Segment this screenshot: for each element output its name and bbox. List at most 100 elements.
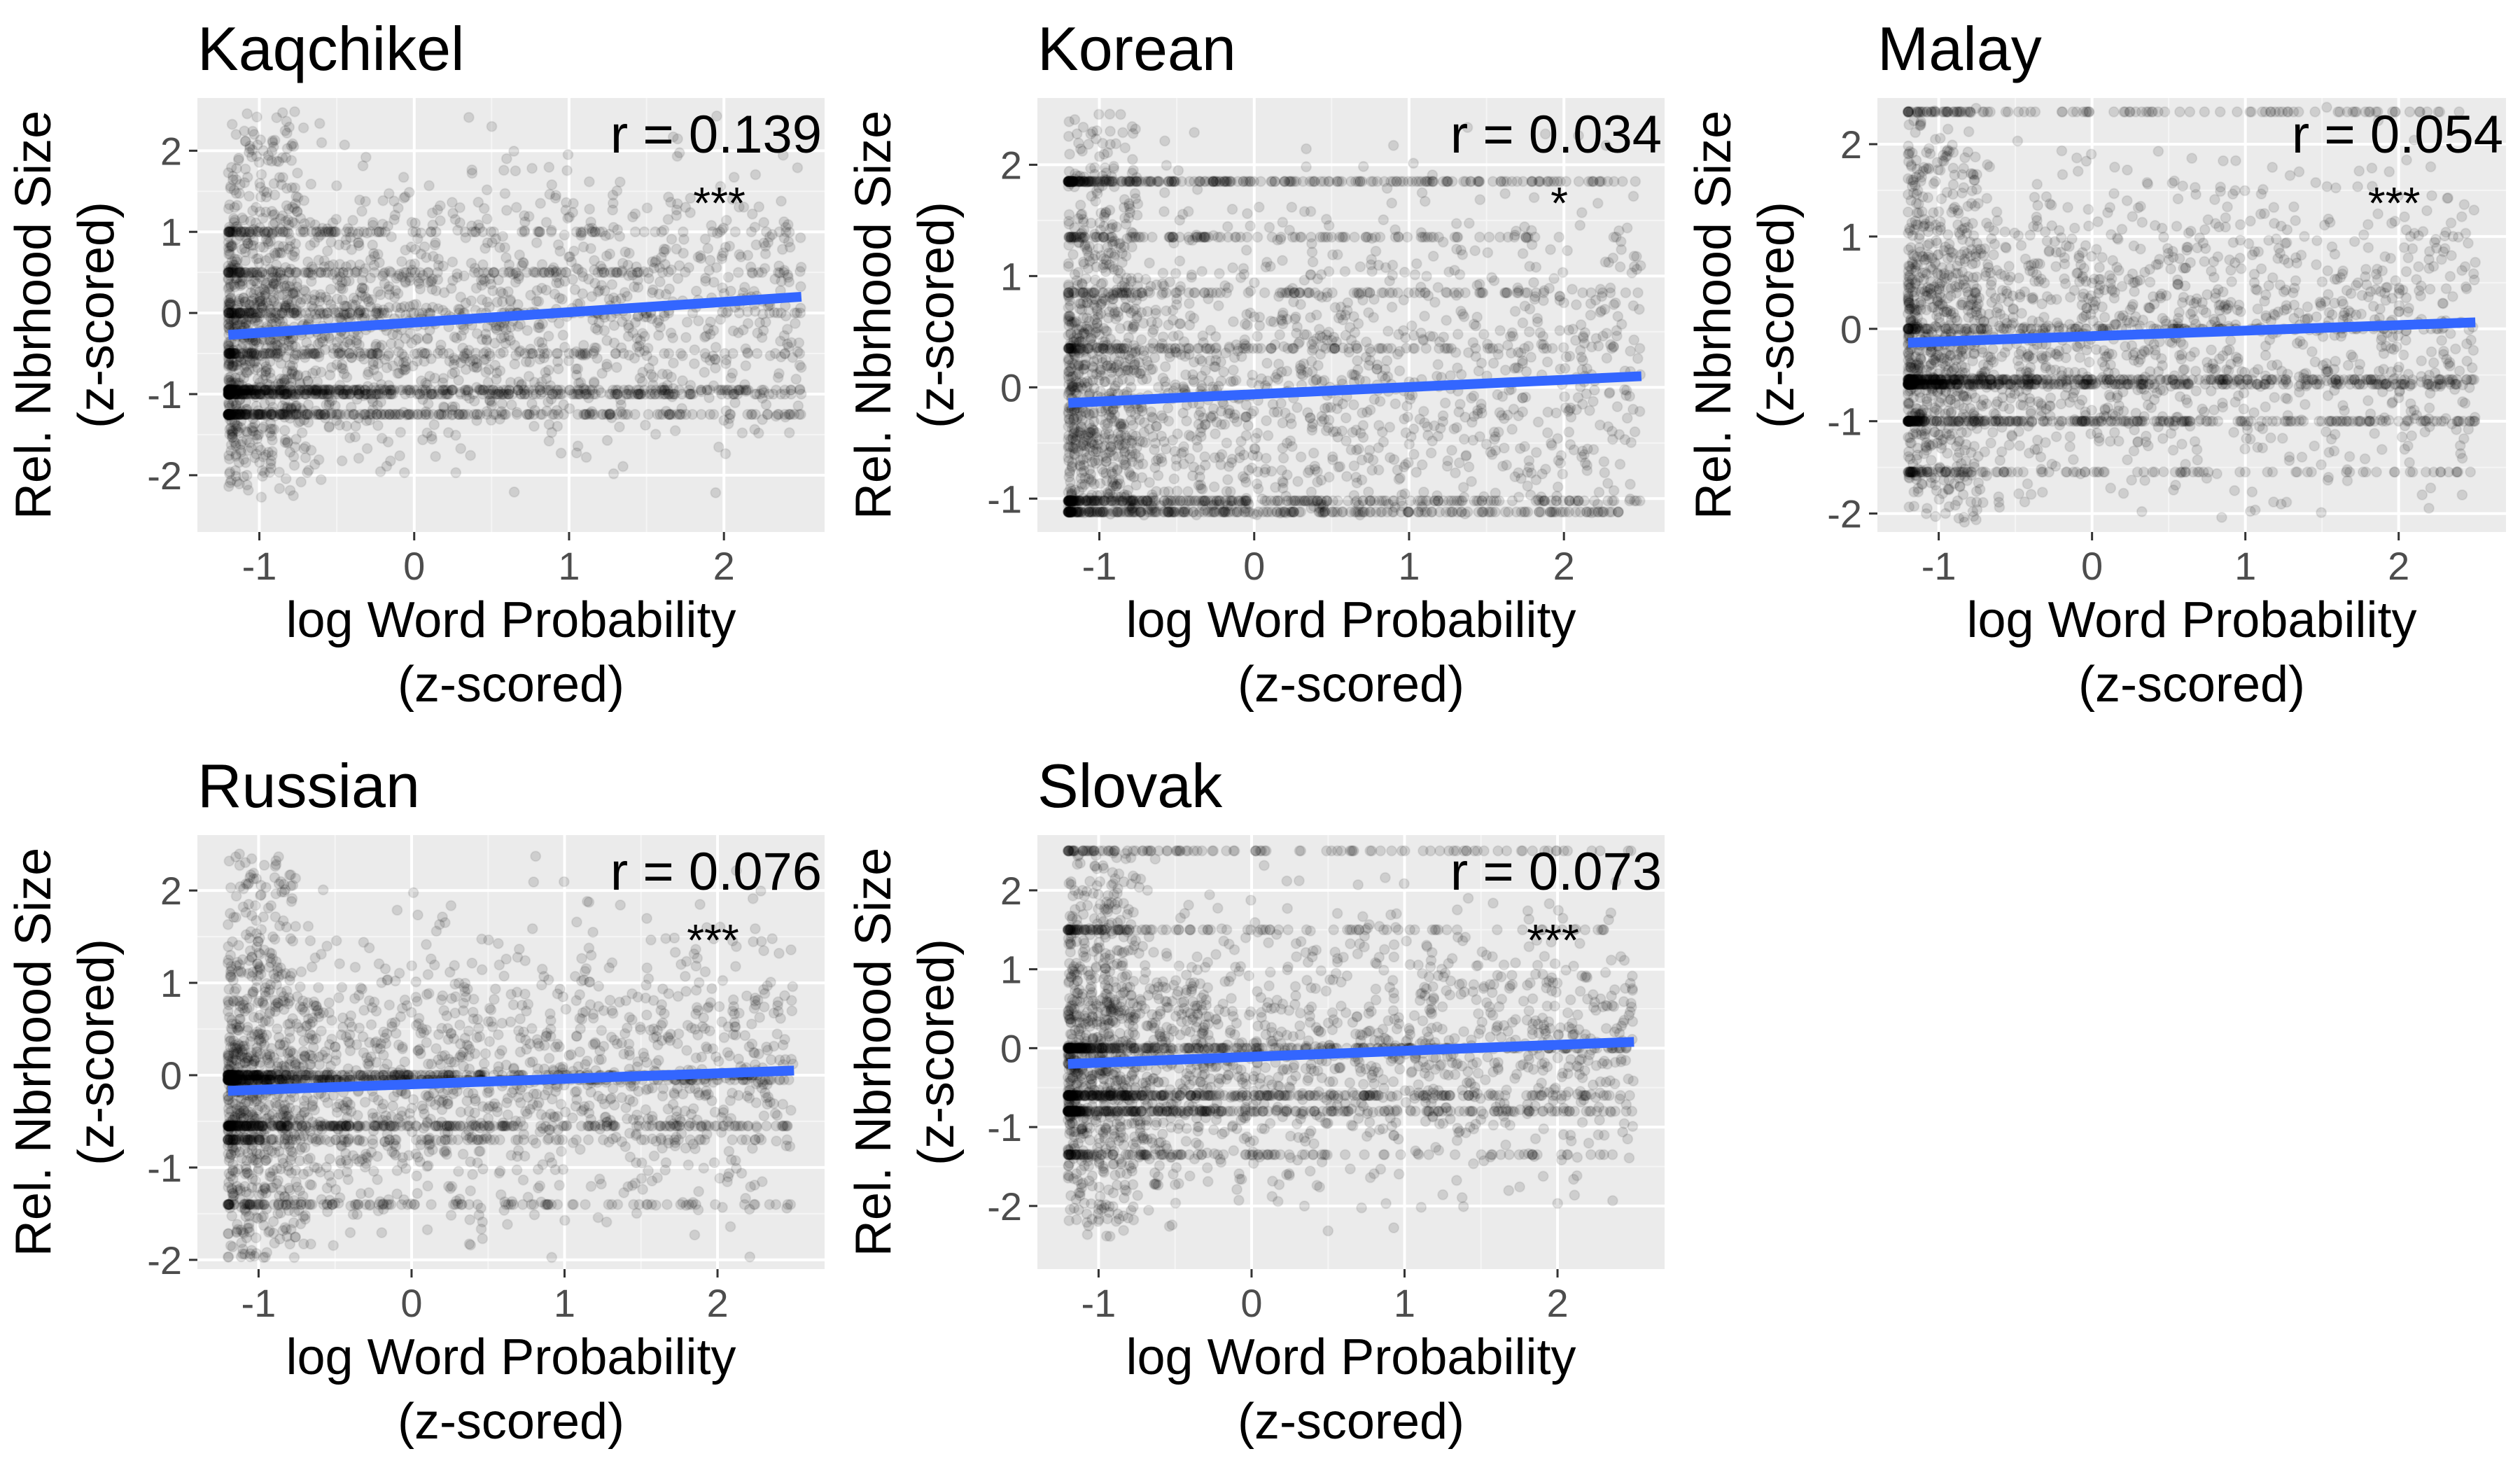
chart-0-point bbox=[760, 240, 771, 252]
chart-0-point bbox=[455, 357, 466, 369]
chart-0-point bbox=[233, 295, 245, 307]
chart-0-point bbox=[526, 398, 538, 410]
chart-1-point bbox=[1586, 341, 1597, 353]
chart-0-point bbox=[699, 366, 710, 378]
chart-0-point bbox=[505, 335, 517, 346]
chart-1-point bbox=[1340, 435, 1352, 447]
chart-0-point bbox=[779, 384, 791, 396]
chart-1-point bbox=[1441, 314, 1452, 326]
chart-0-point bbox=[715, 181, 727, 192]
chart-0-point bbox=[720, 358, 732, 370]
chart-0-point bbox=[410, 334, 422, 346]
chart-0-point bbox=[593, 316, 605, 328]
chart-0-point bbox=[494, 348, 506, 359]
chart-0-point bbox=[251, 297, 263, 309]
chart-0-point bbox=[524, 409, 536, 420]
chart-0-point bbox=[770, 384, 782, 396]
chart-0-point bbox=[641, 202, 653, 214]
chart-1-point bbox=[1492, 388, 1504, 400]
chart-0-point bbox=[224, 345, 236, 357]
chart-1-point bbox=[1172, 164, 1184, 176]
chart-0-point bbox=[423, 307, 435, 319]
chart-1-point bbox=[1064, 300, 1076, 312]
chart-1-point bbox=[1277, 417, 1289, 429]
chart-0-point bbox=[280, 262, 292, 274]
chart-0-point bbox=[245, 239, 257, 251]
chart-1-point bbox=[1310, 309, 1322, 321]
chart-0-point bbox=[764, 307, 776, 319]
chart-0-point bbox=[227, 259, 239, 271]
chart-0-point bbox=[545, 226, 557, 238]
chart-0-point bbox=[717, 282, 729, 294]
chart-1-point bbox=[1523, 326, 1535, 337]
chart-1-point bbox=[1557, 267, 1569, 279]
chart-0-point bbox=[276, 210, 288, 222]
chart-0-point bbox=[255, 382, 267, 393]
chart-1-point bbox=[1301, 161, 1312, 173]
chart-0-point bbox=[289, 341, 301, 353]
chart-0-point bbox=[288, 202, 300, 214]
chart-0-point bbox=[752, 327, 764, 339]
chart-0-point bbox=[304, 307, 316, 319]
chart-1-point bbox=[1340, 470, 1352, 482]
chart-1-point bbox=[1159, 135, 1170, 147]
chart-1-point bbox=[1221, 486, 1233, 497]
chart-0-point bbox=[611, 361, 622, 373]
chart-1-point bbox=[1277, 482, 1289, 494]
chart-1-point bbox=[1140, 274, 1152, 285]
chart-1-point bbox=[1473, 365, 1485, 377]
chart-1-point bbox=[1264, 260, 1276, 272]
chart-0-x-axis-title: log Word Probability bbox=[286, 592, 736, 648]
chart-0-point bbox=[286, 402, 298, 414]
chart-0-point bbox=[398, 357, 410, 369]
chart-1-point bbox=[1519, 300, 1531, 312]
chart-1-point bbox=[1373, 419, 1385, 431]
chart-1-point bbox=[1149, 444, 1161, 456]
chart-0-point bbox=[643, 362, 655, 374]
chart-1-point bbox=[1235, 272, 1247, 284]
chart-0-point bbox=[281, 115, 293, 127]
chart-1-point bbox=[1158, 206, 1170, 218]
chart-0-point bbox=[540, 216, 552, 228]
chart-1-point bbox=[1570, 299, 1582, 311]
chart-0-point bbox=[671, 204, 682, 216]
chart-1-point bbox=[1541, 356, 1553, 368]
chart-0-point bbox=[677, 374, 688, 386]
chart-1-point bbox=[1559, 391, 1571, 402]
chart-1-point bbox=[1159, 360, 1171, 372]
chart-0-point bbox=[779, 348, 791, 359]
chart-0-point bbox=[284, 267, 295, 279]
chart-0-point bbox=[289, 106, 300, 118]
chart-0-point bbox=[471, 409, 483, 420]
chart-0-point bbox=[496, 398, 508, 410]
chart-0-points bbox=[223, 106, 807, 503]
chart-1-point bbox=[1560, 351, 1572, 363]
chart-1-point bbox=[1386, 301, 1398, 313]
chart-0-point bbox=[305, 178, 317, 190]
chart-0-point bbox=[241, 403, 253, 415]
chart-1-point bbox=[1593, 486, 1605, 498]
chart-1-point bbox=[1506, 327, 1518, 339]
chart-1-point bbox=[1170, 460, 1182, 472]
chart-0-point bbox=[704, 409, 716, 420]
chart-0-point bbox=[760, 226, 772, 238]
chart-0-point bbox=[360, 195, 372, 207]
chart-1-point bbox=[1361, 406, 1373, 418]
chart-0-point bbox=[665, 327, 677, 339]
chart-0-point bbox=[750, 239, 762, 251]
chart-1-point bbox=[1424, 330, 1436, 342]
chart-1-point bbox=[1386, 197, 1398, 209]
chart-0-point bbox=[518, 257, 529, 269]
chart-1-point bbox=[1209, 451, 1221, 463]
chart-1-point bbox=[1183, 429, 1195, 441]
chart-1-point bbox=[1308, 375, 1320, 387]
chart-0-point bbox=[540, 366, 552, 378]
chart-1-point bbox=[1378, 214, 1390, 225]
chart-0-x-axis-title: (z-scored) bbox=[398, 657, 624, 713]
chart-0-point bbox=[453, 303, 464, 315]
chart-0-point bbox=[769, 348, 781, 359]
chart-1-point bbox=[1499, 364, 1511, 376]
chart-1-point bbox=[1305, 206, 1317, 218]
chart-0-point bbox=[680, 332, 692, 344]
